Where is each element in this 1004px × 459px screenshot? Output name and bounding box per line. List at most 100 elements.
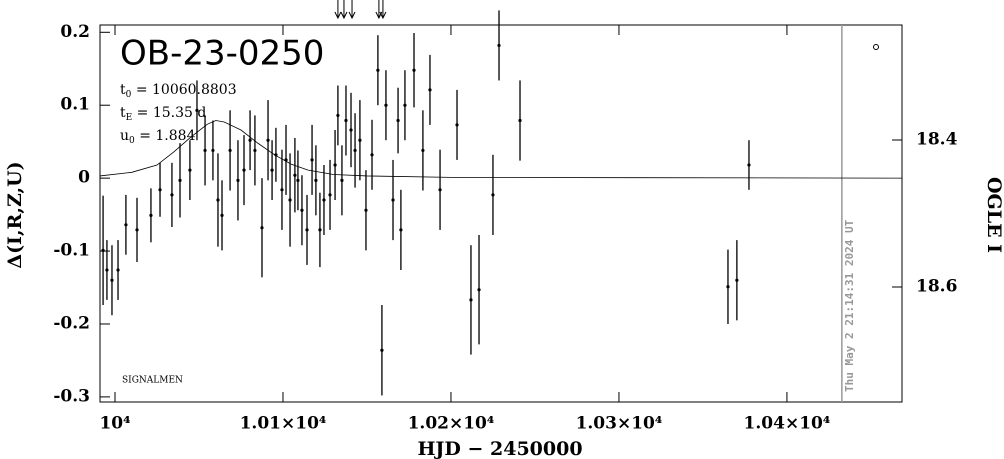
data-point <box>305 228 309 232</box>
data-point <box>158 188 162 192</box>
data-point <box>438 188 442 192</box>
y2-axis-label: OGLE I <box>983 177 1004 253</box>
chart-title: OB-23-0250 <box>120 34 324 74</box>
y-tick-label: 0.1 <box>60 95 90 115</box>
param: tE = 15.35 d <box>120 105 206 123</box>
data-point <box>220 213 224 217</box>
data-point <box>469 298 473 302</box>
data-point <box>188 168 192 172</box>
data-point <box>280 188 284 192</box>
data-point <box>228 148 232 153</box>
data-point <box>260 226 264 230</box>
y2-tick-label: 18.4 <box>916 130 958 150</box>
data-point <box>203 148 207 153</box>
data-point <box>364 208 368 212</box>
data-point <box>216 198 220 202</box>
param-symbol: t <box>120 105 126 121</box>
data-point <box>248 138 252 142</box>
y-tick-label: -0.2 <box>53 313 90 333</box>
data-point <box>735 278 739 282</box>
data-point <box>116 268 120 272</box>
data-point <box>726 285 730 289</box>
date-label: Thu May 2 21:14:31 2024 UT <box>843 219 856 392</box>
x-tick-label: 1.01×10⁴ <box>240 414 327 434</box>
data-point <box>270 168 274 172</box>
data-point <box>428 88 432 92</box>
data-point <box>349 128 353 132</box>
data-point <box>124 223 128 227</box>
y2-tick-label: 18.6 <box>916 276 957 296</box>
data-point <box>477 288 481 292</box>
x-tick-label: 1.02×10⁴ <box>408 414 495 434</box>
data-point <box>421 148 425 153</box>
data-point <box>178 178 182 182</box>
data-point <box>455 123 459 127</box>
data-point <box>266 138 270 142</box>
data-point <box>284 158 288 162</box>
data-point <box>310 158 314 162</box>
data-point <box>236 178 240 182</box>
data-point <box>380 348 384 352</box>
data-point <box>396 118 400 123</box>
y-tick-label: -0.1 <box>53 241 90 261</box>
param-sub: 0 <box>126 90 132 100</box>
data-point <box>333 163 337 167</box>
data-point <box>518 118 522 123</box>
data-point <box>340 178 344 182</box>
arrow <box>348 0 356 20</box>
model-curve <box>99 120 903 179</box>
y-tick-label: -0.3 <box>53 386 90 406</box>
data-point <box>149 213 153 217</box>
data-point <box>195 108 199 112</box>
data-point <box>370 153 374 157</box>
param-text: = 15.35 d <box>132 105 206 121</box>
param-symbol: t <box>120 82 126 98</box>
y-axis-label: Δ(I,R,Z,U) <box>4 161 26 268</box>
data-point <box>170 193 174 197</box>
data-point <box>358 138 362 142</box>
data-point <box>412 68 416 72</box>
data-point <box>211 148 215 153</box>
param-text: = 1.884 <box>135 128 196 144</box>
data-point <box>253 148 257 153</box>
data-point <box>399 228 403 232</box>
data-point <box>403 103 407 107</box>
data-point <box>497 43 501 48</box>
footer: SIGNALMEN <box>122 376 183 386</box>
data-point <box>293 173 297 177</box>
data-point <box>322 198 326 202</box>
y-tick-label: 0.2 <box>60 22 90 42</box>
plot-frame <box>99 24 903 403</box>
data-point <box>747 163 751 167</box>
arrow <box>375 0 383 20</box>
data-point <box>318 228 322 232</box>
data-point <box>135 228 139 232</box>
data-point <box>344 118 348 123</box>
data-point <box>101 248 105 252</box>
param-sub: E <box>126 113 133 123</box>
arrow <box>340 0 348 20</box>
param-sub: 0 <box>129 136 135 146</box>
data-point <box>336 113 340 118</box>
data-point <box>288 198 292 202</box>
param-text: = 10060.8803 <box>131 82 236 98</box>
data-point <box>328 193 332 197</box>
data-point <box>105 268 109 272</box>
arrow <box>379 0 387 20</box>
data-point <box>491 193 495 197</box>
data-point <box>376 68 380 72</box>
data-point <box>314 178 318 182</box>
x-tick-label: 1.03×10⁴ <box>576 414 663 434</box>
param-symbol: u <box>120 128 129 144</box>
x-tick-label: 1.04×10⁴ <box>744 414 831 434</box>
y-tick-label: 0 <box>78 168 90 188</box>
data-point <box>384 103 388 107</box>
x-axis-label: HJD − 2450000 <box>417 438 582 459</box>
param: u0 = 1.884 <box>120 128 196 146</box>
param: t0 = 10060.8803 <box>120 82 237 100</box>
data-point <box>110 278 114 282</box>
data-point <box>353 148 357 153</box>
x-tick-label: 10⁴ <box>99 414 130 434</box>
data-point <box>242 168 246 172</box>
